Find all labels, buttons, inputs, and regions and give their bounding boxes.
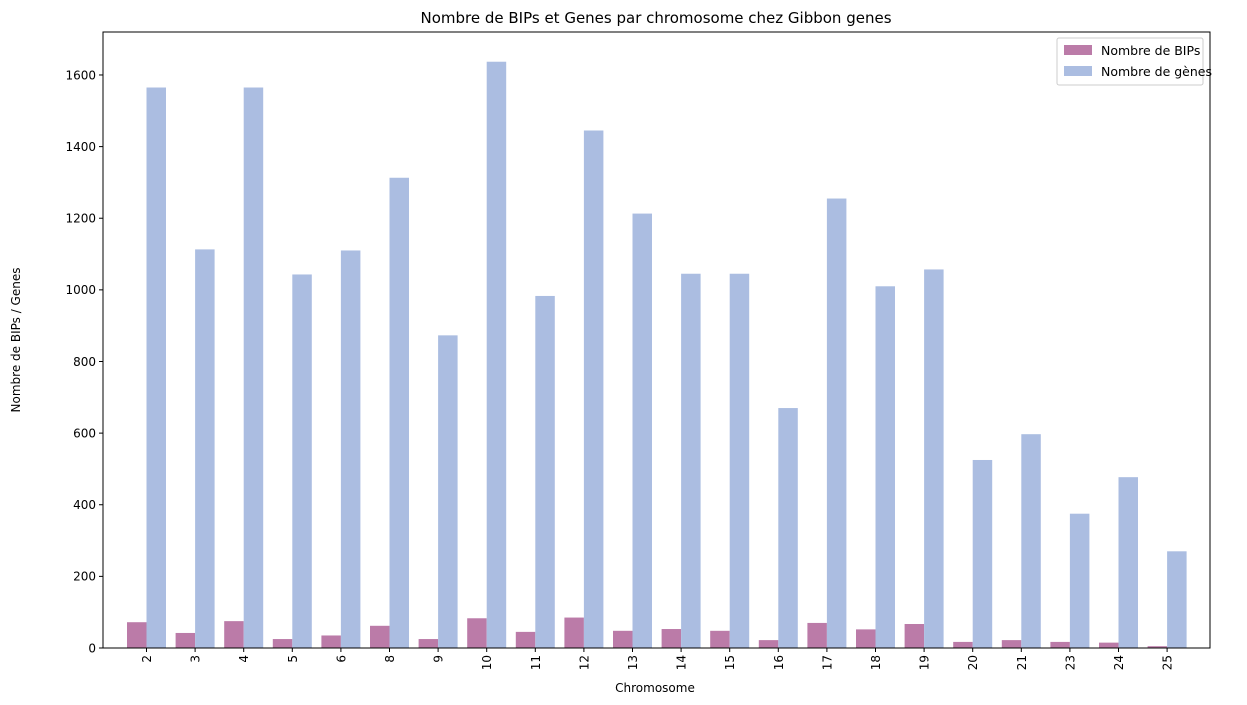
- x-tick-label: 13: [626, 655, 640, 670]
- bar-bips-chr-18: [856, 629, 876, 648]
- x-tick-label: 8: [383, 655, 397, 663]
- y-tick-label: 1600: [65, 68, 96, 82]
- x-tick-label: 11: [529, 655, 543, 670]
- x-tick-label: 6: [334, 655, 348, 663]
- x-tick-label: 24: [1112, 655, 1126, 670]
- x-axis: 2 3 4 5 6 8 9 10 11 12 13 14 15 16 17 18 19 20 21 23 24 25: [140, 648, 1175, 670]
- bar-bips-chr-5: [272, 639, 293, 648]
- bar-bips-chr-9: [418, 639, 439, 648]
- bar-genes-chr-17: [826, 198, 847, 648]
- bar-bips-chr-25: [1147, 646, 1168, 648]
- x-tick-label: 12: [577, 655, 591, 670]
- x-tick-label: 20: [966, 655, 980, 670]
- x-tick-label: 14: [675, 655, 689, 670]
- x-tick-label: 15: [723, 655, 737, 670]
- x-tick-label: 18: [869, 655, 883, 670]
- legend-swatch-bips: [1064, 45, 1092, 55]
- bar-genes-chr-19: [924, 269, 944, 648]
- bar-bips-chr-24: [1099, 642, 1119, 648]
- bar-genes-chr-3: [195, 249, 215, 648]
- bar-bips-chr-23: [1050, 641, 1070, 648]
- x-tick-label: 2: [140, 655, 154, 663]
- x-tick-label: 25: [1161, 655, 1175, 670]
- bar-bips-chr-20: [953, 641, 973, 648]
- bar-bips-chr-2: [127, 622, 147, 648]
- bar-genes-chr-4: [243, 87, 264, 648]
- bar-genes-chr-23: [1069, 513, 1090, 648]
- bar-bips-chr-12: [564, 617, 584, 648]
- x-tick-label: 19: [918, 655, 932, 670]
- bar-genes-chr-21: [1021, 434, 1041, 648]
- bar-genes-chr-6: [340, 250, 361, 648]
- legend-box: [1056, 37, 1204, 86]
- bar-genes-chr-18: [875, 286, 895, 648]
- bar-bips-chr-3: [175, 632, 196, 648]
- bar-genes-chr-24: [1118, 477, 1138, 648]
- bar-genes-chr-13: [632, 213, 652, 648]
- bar-genes-chr-8: [389, 177, 409, 648]
- y-tick-label: 600: [73, 426, 96, 440]
- legend-swatch-genes: [1064, 66, 1092, 76]
- bar-genes-chr-20: [972, 459, 993, 648]
- y-axis: 0 200 400 600 800 1000 1200 1400 1600: [65, 68, 103, 655]
- y-tick-label: 1400: [65, 140, 96, 154]
- bar-bips-chr-15: [710, 630, 730, 648]
- y-tick-label: 200: [73, 570, 96, 584]
- chart-title: Nombre de BIPs et Genes par chromosome c…: [420, 9, 891, 27]
- legend-label-bips: Nombre de BIPs: [1101, 43, 1200, 58]
- bar-bips-chr-17: [807, 622, 827, 648]
- bar-bips-chr-4: [224, 621, 244, 648]
- plot-frame: [102, 31, 1211, 649]
- bar-bips-chr-6: [321, 635, 341, 648]
- x-tick-label: 16: [772, 655, 786, 670]
- bar-bips-chr-10: [467, 618, 487, 648]
- x-tick-label: 10: [480, 655, 494, 670]
- bar-bips-chr-19: [904, 624, 925, 648]
- y-tick-label: 800: [73, 355, 96, 369]
- x-tick-label: 17: [820, 655, 834, 670]
- legend-label-genes: Nombre de gènes: [1101, 64, 1212, 79]
- bar-bips-chr-8: [370, 625, 390, 648]
- y-tick-label: 400: [73, 498, 96, 512]
- bar-bips-chr-13: [613, 630, 633, 648]
- bar-genes-chr-2: [146, 87, 166, 648]
- bar-genes-chr-11: [535, 295, 555, 648]
- x-tick-label: 9: [432, 655, 446, 663]
- bar-bips-chr-16: [758, 640, 779, 648]
- bar-genes-chr-25: [1167, 551, 1187, 648]
- x-tick-label: 5: [286, 655, 300, 663]
- legend: Nombre de BIPs Nombre de gènes: [1056, 37, 1212, 86]
- bar-genes-chr-5: [292, 274, 312, 648]
- bars-group: [127, 61, 1187, 649]
- bar-bips-chr-11: [515, 631, 536, 648]
- x-tick-label: 23: [1063, 655, 1077, 670]
- y-tick-label: 1200: [65, 212, 96, 226]
- bar-genes-chr-16: [778, 408, 798, 648]
- bar-genes-chr-12: [583, 130, 604, 649]
- bar-genes-chr-10: [486, 61, 507, 649]
- bar-bips-chr-21: [1001, 640, 1022, 648]
- y-axis-label: Nombre de BIPs / Genes: [9, 268, 23, 413]
- x-tick-label: 4: [237, 655, 251, 663]
- y-tick-label: 0: [88, 641, 96, 655]
- bar-genes-chr-14: [681, 273, 701, 648]
- x-axis-label: Chromosome: [615, 681, 695, 695]
- x-tick-label: 21: [1015, 655, 1029, 670]
- y-tick-label: 1000: [65, 283, 96, 297]
- bar-genes-chr-15: [729, 273, 750, 648]
- bar-bips-chr-14: [661, 629, 682, 648]
- x-tick-label: 3: [189, 655, 203, 663]
- bar-genes-chr-9: [438, 335, 458, 648]
